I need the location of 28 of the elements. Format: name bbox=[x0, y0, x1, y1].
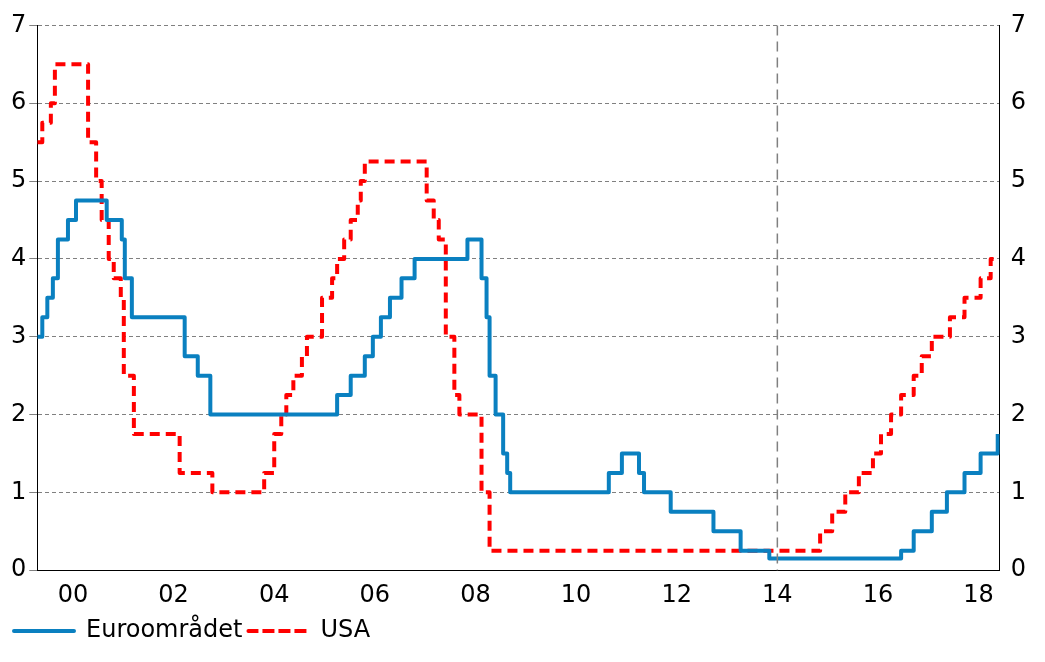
legend-label: Euroområdet bbox=[86, 614, 243, 644]
y2-tick-label: 4 bbox=[1010, 243, 1027, 272]
legend-label: USA bbox=[320, 615, 371, 644]
y2-tick-label: 6 bbox=[1010, 87, 1027, 116]
y-tick-label: 2 bbox=[10, 398, 27, 427]
x-tick-label: 06 bbox=[359, 579, 391, 608]
x-tick-label: 12 bbox=[661, 579, 692, 608]
x-tick-label: 04 bbox=[258, 579, 290, 608]
y2-tick-label: 3 bbox=[1010, 320, 1027, 349]
x-tick-label: 14 bbox=[762, 579, 793, 608]
x-tick-label: 00 bbox=[57, 579, 89, 608]
x-tick-label: 10 bbox=[560, 579, 592, 608]
y2-tick-label: 0 bbox=[1010, 554, 1027, 583]
y-tick-label: 4 bbox=[10, 243, 27, 272]
y-tick-label: 7 bbox=[10, 9, 27, 38]
y-tick-label: 5 bbox=[10, 165, 27, 194]
y2-tick-label: 2 bbox=[1010, 398, 1027, 427]
y-tick-label: 0 bbox=[10, 554, 27, 583]
x-tick-label: 02 bbox=[158, 579, 189, 608]
x-tick-label: 16 bbox=[862, 579, 894, 608]
y2-tick-label: 5 bbox=[1010, 165, 1027, 194]
x-tick-label: 08 bbox=[460, 579, 491, 608]
y-tick-label: 1 bbox=[10, 476, 27, 505]
y2-tick-label: 1 bbox=[1010, 476, 1027, 505]
y-tick-label: 6 bbox=[10, 87, 27, 116]
y-tick-label: 3 bbox=[10, 320, 27, 349]
y2-tick-label: 7 bbox=[1010, 9, 1027, 38]
x-tick-label: 18 bbox=[963, 579, 994, 608]
